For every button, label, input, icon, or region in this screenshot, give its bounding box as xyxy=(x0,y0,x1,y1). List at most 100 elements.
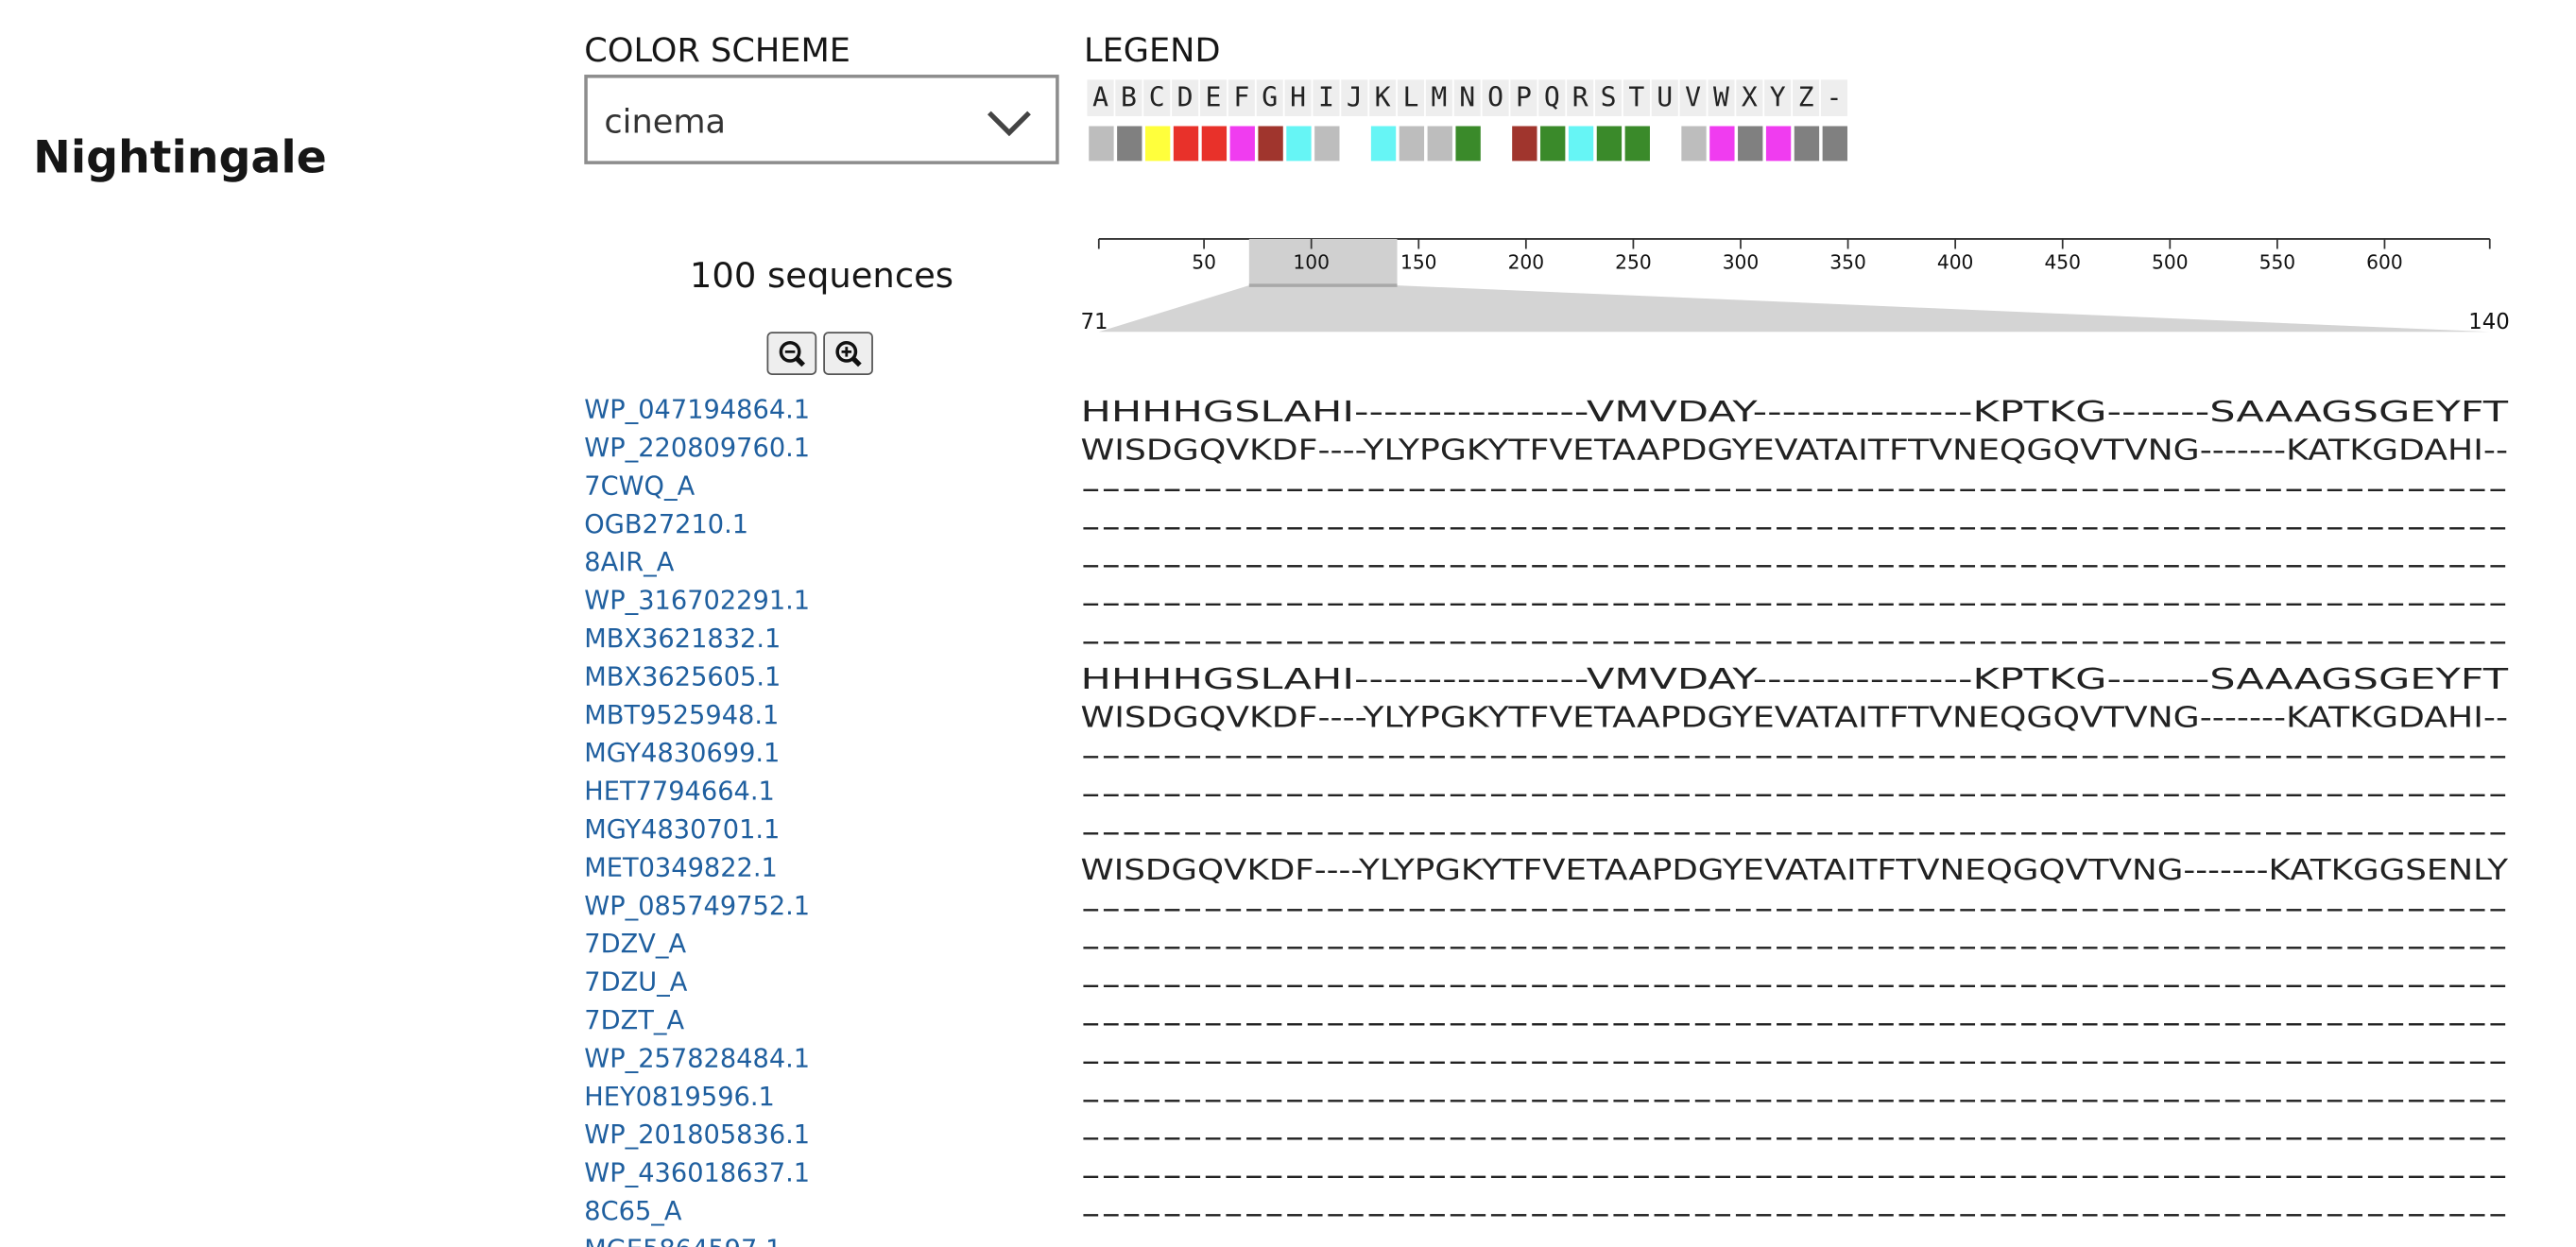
legend-letter: - xyxy=(1820,79,1847,116)
sequence-row: WISDGQVKDF----YLYPGKYTFVETAAPDGYEVATAITF… xyxy=(1080,701,2508,734)
legend-swatch xyxy=(1089,126,1114,162)
color-scheme-select[interactable]: cinema xyxy=(584,75,1059,164)
sequence-id-link[interactable]: OGB27210.1 xyxy=(584,509,749,539)
sequence-row: HHHHGSLAHI----------------VMVDAY--------… xyxy=(1080,396,2509,429)
legend-swatch xyxy=(1399,126,1425,162)
sequence-row: ----------------------------------------… xyxy=(1080,816,2508,849)
color-scheme-label: COLOR SCHEME xyxy=(584,29,850,70)
sequence-row: ----------------------------------------… xyxy=(1080,1236,2508,1247)
sequence-count: 100 sequences xyxy=(689,255,954,296)
sequence-row: ----------------------------------------… xyxy=(1080,510,2508,543)
legend-letter: C xyxy=(1143,79,1171,116)
sequence-id-link[interactable]: HEY0819596.1 xyxy=(584,1082,775,1112)
legend-swatch xyxy=(1258,126,1283,162)
sequence-id-link[interactable]: MBX3625605.1 xyxy=(584,661,781,692)
legend-letter: U xyxy=(1651,79,1678,116)
ruler-tick-label: 500 xyxy=(2152,251,2189,274)
legend-letter: V xyxy=(1679,79,1707,116)
sequence-id-link[interactable]: WP_047194864.1 xyxy=(584,395,811,425)
legend-swatch xyxy=(1173,126,1199,162)
sequence-row: ----------------------------------------… xyxy=(1080,931,2508,964)
ruler-tick-label: 550 xyxy=(2259,251,2296,274)
sequence-id-link[interactable]: WP_257828484.1 xyxy=(584,1043,811,1074)
sequence-row: HHHHGSLAHI----------------VMVDAY--------… xyxy=(1080,663,2509,696)
legend-swatch xyxy=(1144,126,1171,162)
legend-letter: W xyxy=(1708,79,1735,116)
legend-swatch xyxy=(1314,126,1340,162)
sequence-id-link[interactable]: WP_316702291.1 xyxy=(584,586,811,616)
legend-letter: X xyxy=(1736,79,1763,116)
sequence-row: ----------------------------------------… xyxy=(1080,1045,2508,1078)
legend-swatch xyxy=(1427,126,1452,162)
legend-swatch xyxy=(1822,126,1847,162)
ruler-tick-label: 450 xyxy=(2044,251,2081,274)
ruler-tick-label: 100 xyxy=(1293,251,1330,274)
legend-letter: B xyxy=(1115,79,1142,116)
legend-letter: G xyxy=(1256,79,1283,116)
legend-letter: F xyxy=(1228,79,1255,116)
legend-swatch xyxy=(1229,126,1255,162)
sequence-id-link[interactable]: WP_201805836.1 xyxy=(584,1119,811,1151)
legend-letter: T xyxy=(1623,79,1650,116)
ruler-highlight xyxy=(1248,238,1398,286)
sequence-row: ----------------------------------------… xyxy=(1080,625,2508,658)
legend-letter: N xyxy=(1453,79,1481,116)
sequence-row: ----------------------------------------… xyxy=(1080,1121,2508,1154)
zoom-projection xyxy=(1098,285,2490,333)
sequence-id-link[interactable]: MBT9525948.1 xyxy=(584,700,780,730)
sequence-id-link[interactable]: MGE5864597.1 xyxy=(584,1235,781,1247)
legend-swatch xyxy=(1681,126,1707,162)
legend-letter: J xyxy=(1341,79,1368,116)
legend-letter: P xyxy=(1510,79,1537,116)
legend-letter: L xyxy=(1397,79,1425,116)
legend-letter: H xyxy=(1284,79,1312,116)
sequence-id-link[interactable]: WP_220809760.1 xyxy=(584,433,811,464)
sequence-row: WISDGQVKDF----YLYPGKYTFVETAAPDGYEVATAITF… xyxy=(1080,854,2508,887)
legend-swatch xyxy=(1540,126,1566,162)
sequence-id-link[interactable]: WP_085749752.1 xyxy=(584,891,811,921)
legend-swatch xyxy=(1512,126,1537,162)
legend-letter: M xyxy=(1425,79,1452,116)
legend-swatch xyxy=(1117,126,1142,162)
legend-letter: Y xyxy=(1764,79,1792,116)
sequence-id-link[interactable]: 7DZV_A xyxy=(584,929,687,960)
ruler-tick-label: 50 xyxy=(1192,251,1216,274)
chevron-icon xyxy=(987,111,1031,137)
legend-swatch xyxy=(1738,126,1763,162)
sequence-row: ----------------------------------------… xyxy=(1080,1007,2508,1040)
legend-letter: O xyxy=(1482,79,1509,116)
legend-letter: A xyxy=(1087,79,1114,116)
sequence-row: ----------------------------------------… xyxy=(1080,1159,2508,1192)
sequence-id-link[interactable]: MGY4830699.1 xyxy=(584,738,781,769)
sequence-row: ----------------------------------------… xyxy=(1080,740,2508,773)
legend-letter: Q xyxy=(1538,79,1566,116)
sequence-id-link[interactable]: 7DZT_A xyxy=(584,1005,685,1036)
zoom-out-icon xyxy=(779,340,806,367)
sequence-id-link[interactable]: MGY4830701.1 xyxy=(584,814,781,846)
legend-label: LEGEND xyxy=(1083,29,1221,70)
legend-swatch xyxy=(1709,126,1735,162)
legend-letter: R xyxy=(1567,79,1594,116)
ruler-tick-label: 300 xyxy=(1723,251,1760,274)
sequence-id-link[interactable]: 7DZU_A xyxy=(584,967,688,998)
sequence-id-link[interactable]: MET0349822.1 xyxy=(584,852,778,883)
ruler-tick-label: 200 xyxy=(1508,251,1545,274)
sequence-id-link[interactable]: 8AIR_A xyxy=(584,547,675,578)
legend-swatch xyxy=(1455,126,1481,162)
sequence-id-link[interactable]: WP_436018637.1 xyxy=(584,1158,811,1188)
ruler-tick-label: 150 xyxy=(1400,251,1437,274)
legend-swatch xyxy=(1596,126,1623,162)
zoom-out-button[interactable] xyxy=(766,332,817,375)
sequence-row: ----------------------------------------… xyxy=(1080,472,2508,505)
sequence-id-link[interactable]: 8C65_A xyxy=(584,1196,682,1227)
legend-swatch xyxy=(1568,126,1594,162)
sequence-id-link[interactable]: HET7794664.1 xyxy=(584,777,775,807)
sequence-id-link[interactable]: 7CWQ_A xyxy=(584,470,696,502)
legend-swatch xyxy=(1765,126,1792,162)
legend-swatch xyxy=(1286,126,1312,162)
legend-letter: D xyxy=(1172,79,1199,116)
sequence-id-link[interactable]: MBX3621832.1 xyxy=(584,624,781,655)
zoom-in-button[interactable] xyxy=(823,332,873,375)
